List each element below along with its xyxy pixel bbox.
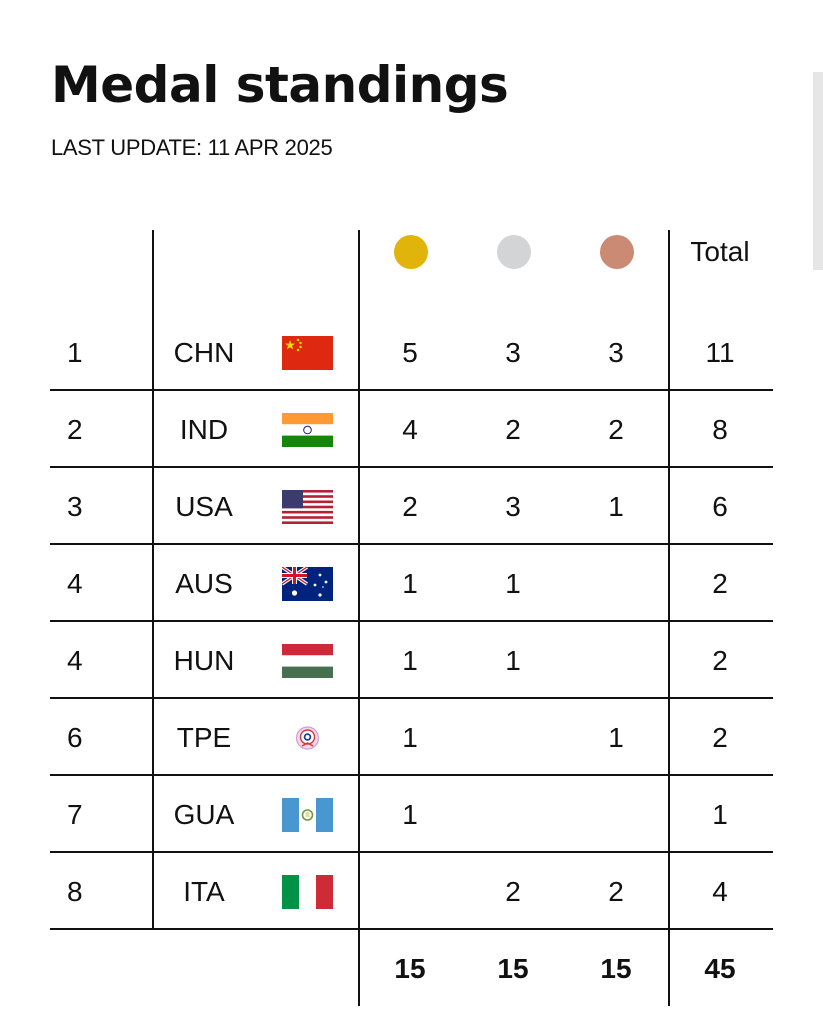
row-divider	[50, 697, 773, 699]
country-code: IND	[179, 414, 229, 445]
chinese-taipei-flag-icon	[282, 721, 333, 755]
total-column-header: Total	[690, 236, 750, 267]
bronze-count	[564, 545, 668, 622]
silver-medal-icon	[497, 235, 531, 269]
country-code: CHN	[173, 337, 235, 368]
silver-count	[461, 776, 565, 853]
row-divider	[50, 466, 773, 468]
silver-count	[461, 699, 565, 776]
table-row[interactable]: 4 HUN 1 1 2	[50, 622, 773, 699]
divider	[668, 230, 670, 1006]
gold-count: 2	[402, 491, 418, 522]
rank-cell: 8	[67, 876, 83, 907]
total-count: 6	[712, 491, 728, 522]
bronze-total: 15	[600, 953, 632, 984]
scrollbar[interactable]	[813, 72, 823, 270]
silver-count: 2	[505, 414, 521, 445]
gold-count: 1	[402, 568, 418, 599]
rank-cell: 4	[67, 568, 83, 599]
table-row[interactable]: 3 USA 2 3 1 6	[50, 468, 773, 545]
bronze-count: 1	[608, 722, 624, 753]
divider	[152, 230, 154, 928]
bronze-count: 2	[608, 414, 624, 445]
bronze-medal-icon	[600, 235, 634, 269]
rank-cell: 4	[67, 645, 83, 676]
bronze-count	[564, 622, 668, 699]
silver-count: 3	[505, 491, 521, 522]
bronze-count: 2	[608, 876, 624, 907]
rank-cell: 3	[67, 491, 83, 522]
row-divider	[50, 389, 773, 391]
gold-count: 1	[402, 799, 418, 830]
gold-count: 1	[402, 645, 418, 676]
country-code: TPE	[176, 722, 232, 753]
country-code: USA	[175, 491, 233, 522]
bronze-count: 3	[608, 337, 624, 368]
total-count: 1	[712, 799, 728, 830]
total-count: 2	[712, 722, 728, 753]
row-divider	[50, 928, 773, 930]
rank-cell: 7	[67, 799, 83, 830]
total-count: 11	[705, 337, 735, 368]
usa-flag-icon	[282, 490, 333, 524]
country-code: HUN	[173, 645, 235, 676]
gold-count: 5	[402, 337, 418, 368]
bronze-count: 1	[608, 491, 624, 522]
gold-count: 1	[402, 722, 418, 753]
row-divider	[50, 620, 773, 622]
gold-count: 4	[402, 414, 418, 445]
last-update-text: LAST UPDATE: 11 APR 2025	[51, 135, 333, 160]
medal-table: Total 1 CHN 5 3 3 11 2 IND	[50, 230, 773, 1006]
gold-count	[358, 853, 462, 930]
page-title: Medal standings	[51, 56, 509, 114]
silver-count: 1	[505, 645, 521, 676]
total-count: 2	[712, 645, 728, 676]
gold-medal-icon	[394, 235, 428, 269]
grand-total: 45	[704, 953, 736, 984]
divider	[358, 230, 360, 1006]
table-row[interactable]: 6 TPE 1 1 2	[50, 699, 773, 776]
table-row[interactable]: 2 IND 4 2 2 8	[50, 391, 773, 468]
table-row[interactable]: 1 CHN 5 3 3 11	[50, 314, 773, 391]
silver-count: 3	[505, 337, 521, 368]
country-code: AUS	[175, 568, 233, 599]
silver-total: 15	[497, 953, 529, 984]
country-code: GUA	[173, 799, 235, 830]
total-count: 4	[712, 876, 728, 907]
country-code: ITA	[183, 876, 225, 907]
total-count: 8	[712, 414, 728, 445]
row-divider	[50, 774, 773, 776]
gold-total: 15	[394, 953, 426, 984]
row-divider	[50, 543, 773, 545]
silver-count: 2	[505, 876, 521, 907]
china-flag-icon	[282, 336, 333, 370]
australia-flag-icon	[282, 567, 333, 601]
silver-count: 1	[505, 568, 521, 599]
bronze-count	[564, 776, 668, 853]
total-count: 2	[712, 568, 728, 599]
totals-row: 15 15 15 45	[50, 930, 773, 1007]
table-row[interactable]: 4 AUS 1 1 2	[50, 545, 773, 622]
italy-flag-icon	[282, 875, 333, 909]
guatemala-flag-icon	[282, 798, 333, 832]
rank-cell: 1	[67, 337, 83, 368]
hungary-flag-icon	[282, 644, 333, 678]
rank-cell: 2	[67, 414, 83, 445]
table-row[interactable]: 8 ITA 2 2 4	[50, 853, 773, 930]
table-row[interactable]: 7 GUA 1 1	[50, 776, 773, 853]
row-divider	[50, 851, 773, 853]
india-flag-icon	[282, 413, 333, 447]
rank-cell: 6	[67, 722, 83, 753]
